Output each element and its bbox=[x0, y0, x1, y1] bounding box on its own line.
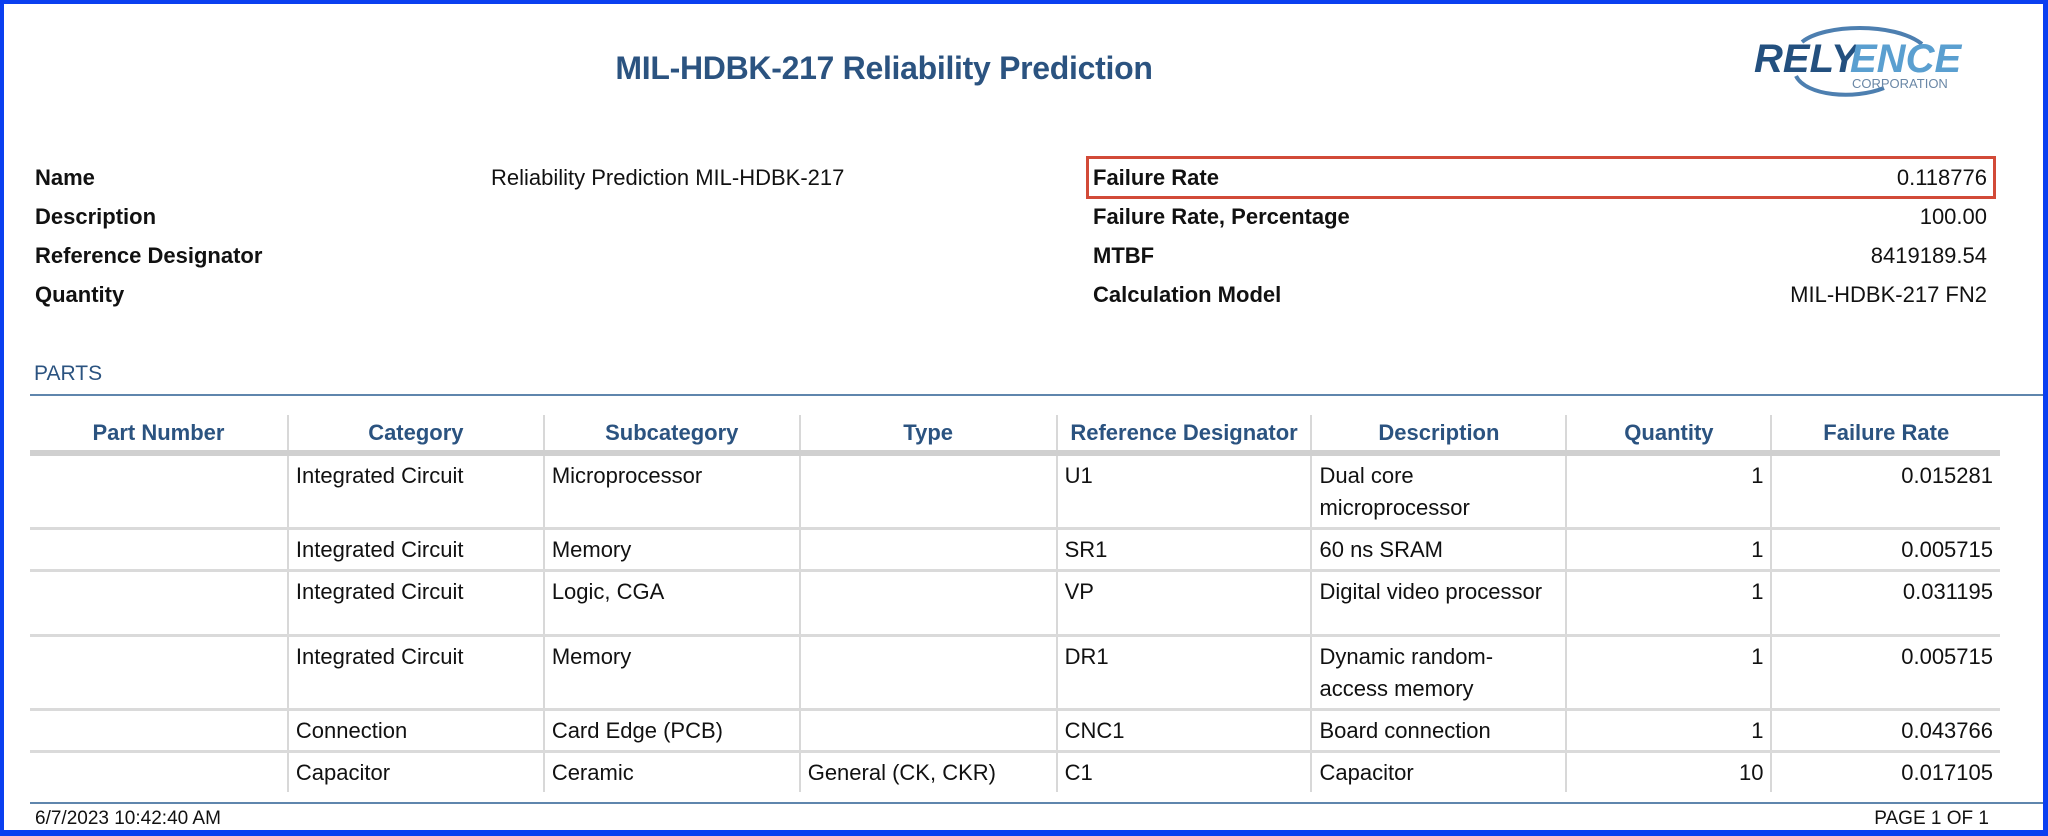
cell-quantity: 1 bbox=[1565, 709, 1772, 753]
table-header-row: Part Number Category Subcategory Type Re… bbox=[30, 415, 2000, 456]
footer-page-number: PAGE 1 OF 1 bbox=[1874, 808, 1989, 829]
footer-timestamp: 6/7/2023 10:42:40 AM bbox=[35, 808, 221, 829]
column-header-part-number: Part Number bbox=[30, 415, 288, 456]
column-header-type: Type bbox=[798, 415, 1057, 456]
table-row: Integrated Circuit Memory DR1 Dynamic ra… bbox=[30, 635, 2000, 711]
cell-quantity: 1 bbox=[1565, 528, 1772, 572]
cell-quantity: 1 bbox=[1565, 453, 1772, 530]
info-name-row: Name Reliability Prediction MIL-HDBK-217 bbox=[35, 158, 935, 197]
column-header-quantity: Quantity bbox=[1565, 415, 1772, 456]
cell-subcategory: Logic, CGA bbox=[542, 570, 800, 637]
info-label: Reference Designator bbox=[35, 242, 263, 268]
cell-description: Dual core microprocessor bbox=[1310, 453, 1567, 530]
failure-rate-row-highlighted: Failure Rate 0.118776 bbox=[1086, 156, 1996, 199]
svg-text:CORPORATION: CORPORATION bbox=[1852, 76, 1948, 91]
relyence-logo-icon: RELY ENCE CORPORATION bbox=[1754, 26, 1962, 97]
cell-failure-rate: 0.017105 bbox=[1770, 751, 2000, 792]
info-label: Calculation Model bbox=[1093, 281, 1282, 307]
cell-category: Integrated Circuit bbox=[286, 453, 544, 530]
cell-quantity: 10 bbox=[1565, 751, 1772, 792]
table-row: Capacitor Ceramic General (CK, CKR) C1 C… bbox=[30, 751, 2000, 793]
table-row: Integrated Circuit Microprocessor U1 Dua… bbox=[30, 453, 2000, 530]
calculation-model-row: Calculation Model MIL-HDBK-217 FN2 bbox=[1088, 275, 1994, 314]
cell-part-number bbox=[30, 635, 288, 711]
mtbf-value: 8419189.54 bbox=[1870, 242, 1987, 268]
report-page: MIL-HDBK-217 Reliability Prediction RELY… bbox=[4, 4, 2043, 830]
cell-part-number bbox=[30, 453, 288, 530]
cell-type bbox=[798, 453, 1057, 530]
cell-part-number bbox=[30, 752, 288, 793]
info-label: Failure Rate, Percentage bbox=[1093, 203, 1350, 229]
info-value: 100.00 bbox=[1919, 203, 1987, 229]
svg-text:ENCE: ENCE bbox=[1850, 37, 1962, 81]
cell-reference-designator: VP bbox=[1055, 570, 1312, 637]
cell-part-number bbox=[30, 528, 288, 572]
cell-subcategory: Ceramic bbox=[542, 751, 800, 792]
cell-failure-rate: 0.005715 bbox=[1770, 635, 2000, 711]
report-title: MIL-HDBK-217 Reliability Prediction bbox=[615, 50, 1153, 86]
cell-description: Digital video processor bbox=[1310, 570, 1567, 637]
table-row: Connection Card Edge (PCB) CNC1 Board co… bbox=[30, 709, 2000, 753]
info-label: Description bbox=[35, 203, 157, 229]
calculation-model-value: MIL-HDBK-217 FN2 bbox=[1790, 281, 1987, 307]
info-value: Reliability Prediction MIL-HDBK-217 bbox=[491, 164, 845, 190]
cell-category: Integrated Circuit bbox=[286, 635, 544, 711]
cell-category: Integrated Circuit bbox=[286, 528, 544, 572]
column-header-subcategory: Subcategory bbox=[542, 415, 800, 456]
cell-failure-rate: 0.005715 bbox=[1770, 528, 2000, 572]
cell-part-number bbox=[30, 709, 288, 753]
cell-type bbox=[798, 635, 1057, 711]
cell-category: Connection bbox=[286, 709, 544, 753]
parts-table: Part Number Category Subcategory Type Re… bbox=[30, 415, 2000, 792]
cell-description: 60 ns SRAM bbox=[1310, 528, 1567, 572]
parts-section-title: PARTS bbox=[34, 362, 103, 385]
section-divider bbox=[30, 394, 2043, 396]
cell-type bbox=[798, 709, 1057, 753]
column-header-description: Description bbox=[1310, 415, 1567, 456]
info-right-panel: Failure Rate 0.118776 Failure Rate, Perc… bbox=[1086, 156, 1996, 314]
column-header-category: Category bbox=[286, 415, 544, 456]
cell-type bbox=[798, 528, 1057, 572]
cell-reference-designator: C1 bbox=[1055, 751, 1312, 792]
footer-divider bbox=[30, 802, 2043, 804]
info-label: MTBF bbox=[1093, 242, 1155, 268]
info-description-row: Description bbox=[35, 197, 935, 236]
cell-type: General (CK, CKR) bbox=[798, 751, 1057, 792]
cell-failure-rate: 0.031195 bbox=[1770, 570, 2000, 637]
cell-category: Capacitor bbox=[286, 751, 544, 792]
svg-text:RELY: RELY bbox=[1754, 37, 1861, 81]
table-row: Integrated Circuit Memory SR1 60 ns SRAM… bbox=[30, 528, 2000, 572]
cell-failure-rate: 0.043766 bbox=[1770, 709, 2000, 753]
cell-reference-designator: U1 bbox=[1055, 453, 1312, 530]
cell-part-number bbox=[30, 570, 288, 637]
cell-reference-designator: DR1 bbox=[1055, 635, 1312, 711]
info-label: Failure Rate bbox=[1093, 164, 1219, 190]
cell-description: Capacitor bbox=[1310, 751, 1567, 792]
cell-reference-designator: SR1 bbox=[1055, 528, 1312, 572]
info-label: Name bbox=[35, 164, 95, 190]
cell-description: Board connection bbox=[1310, 709, 1567, 753]
column-header-failure-rate: Failure Rate bbox=[1770, 415, 2000, 456]
column-header-reference-designator: Reference Designator bbox=[1055, 415, 1312, 456]
table-row: Integrated Circuit Logic, CGA VP Digital… bbox=[30, 570, 2000, 637]
failure-rate-value: 0.118776 bbox=[1896, 164, 1987, 190]
cell-category: Integrated Circuit bbox=[286, 570, 544, 637]
cell-reference-designator: CNC1 bbox=[1055, 709, 1312, 753]
cell-quantity: 1 bbox=[1565, 570, 1772, 637]
mtbf-row: MTBF 8419189.54 bbox=[1088, 236, 1994, 275]
failure-rate-percentage-row: Failure Rate, Percentage 100.00 bbox=[1088, 197, 1994, 236]
info-left-panel: Name Reliability Prediction MIL-HDBK-217… bbox=[35, 158, 935, 314]
info-quantity-row: Quantity bbox=[35, 275, 935, 314]
info-label: Quantity bbox=[35, 281, 125, 307]
relyence-logo: RELY ENCE CORPORATION bbox=[1744, 22, 1994, 100]
cell-description: Dynamic random-access memory bbox=[1310, 635, 1567, 711]
cell-subcategory: Memory bbox=[542, 635, 800, 711]
cell-subcategory: Card Edge (PCB) bbox=[542, 709, 800, 753]
cell-subcategory: Microprocessor bbox=[542, 453, 800, 530]
info-ref-designator-row: Reference Designator bbox=[35, 236, 935, 275]
cell-type bbox=[798, 570, 1057, 637]
cell-quantity: 1 bbox=[1565, 635, 1772, 711]
cell-subcategory: Memory bbox=[542, 528, 800, 572]
cell-failure-rate: 0.015281 bbox=[1770, 453, 2000, 530]
